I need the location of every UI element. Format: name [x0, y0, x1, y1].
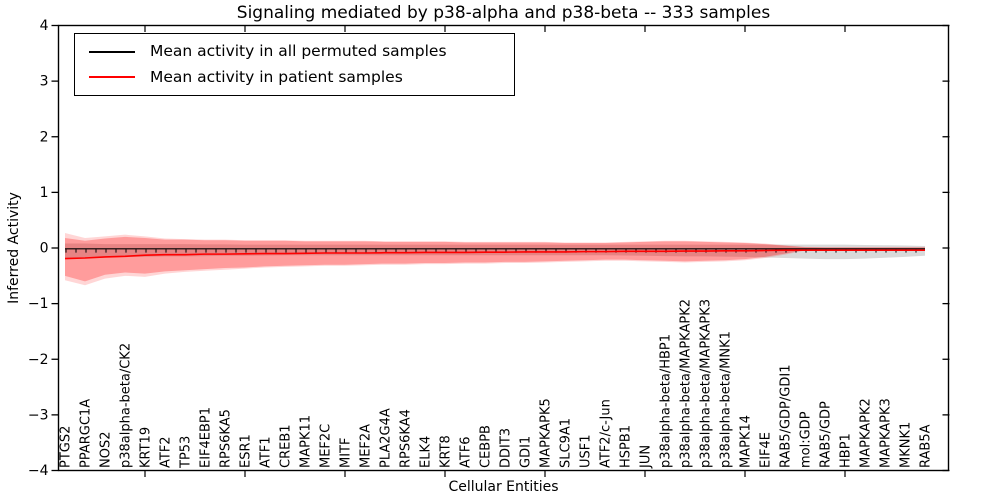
x-category-label: PLA2G4A — [379, 408, 394, 468]
x-category-label: MKNK1 — [899, 422, 914, 468]
y-tick-label: 3 — [40, 74, 49, 90]
x-category-label: TP53 — [179, 436, 194, 469]
y-tick-label: 0 — [40, 241, 49, 257]
legend-item-permuted: Mean activity in all permuted samples — [89, 42, 506, 61]
x-category-label: CEBPB — [479, 425, 494, 468]
x-category-label: DDIT3 — [499, 428, 514, 468]
legend-label-permuted: Mean activity in all permuted samples — [150, 42, 447, 61]
chart-title: Signaling mediated by p38-alpha and p38-… — [236, 3, 771, 23]
x-category-label: ESR1 — [239, 434, 254, 468]
x-category-label: p38alpha-beta/MAPKAPK3 — [699, 299, 714, 468]
x-category-label: RAB5A — [919, 424, 934, 468]
x-category-label: GDI1 — [519, 436, 534, 468]
x-category-label: EIF4EBP1 — [199, 407, 214, 468]
x-category-label: HBP1 — [839, 433, 854, 468]
x-category-label: ATF2/c-Jun — [599, 399, 614, 468]
y-tick-label: −4 — [28, 463, 49, 479]
x-category-label: MEF2A — [359, 424, 374, 468]
legend-line-sample-permuted — [89, 50, 135, 53]
patient-std-outer-band — [65, 232, 925, 286]
legend: Mean activity in all permuted samples Me… — [74, 33, 515, 96]
y-tick-label: 4 — [40, 18, 49, 34]
x-category-label: MAPKAPK5 — [539, 398, 554, 468]
x-category-label: p38alpha-beta/MAPKAPK2 — [679, 299, 694, 468]
x-category-label: MAPKAPK3 — [879, 398, 894, 468]
x-category-label: RPS6KA5 — [219, 409, 234, 468]
patient-std-band — [65, 236, 925, 282]
x-category-label: RPS6KA4 — [399, 409, 414, 468]
x-category-label: NOS2 — [99, 432, 114, 468]
legend-item-patient: Mean activity in patient samples — [89, 68, 506, 87]
x-category-label: CREB1 — [279, 424, 294, 468]
x-category-label: JUN — [639, 445, 654, 469]
x-category-label: KRT8 — [439, 435, 454, 468]
x-category-label: EIF4E — [759, 432, 774, 468]
x-category-label: SLC9A1 — [559, 418, 574, 468]
x-category-label: ATF2 — [159, 436, 174, 468]
y-tick-label: −1 — [28, 296, 49, 312]
legend-label-patient: Mean activity in patient samples — [150, 67, 403, 86]
x-category-label: p38alpha-beta/MNK1 — [719, 331, 734, 468]
y-tick-label: 2 — [40, 129, 49, 145]
permuted-std-band — [65, 243, 925, 260]
x-category-label: MAPK14 — [739, 415, 754, 468]
x-category-label: PPARGC1A — [79, 399, 94, 468]
x-category-label: MAPKAPK2 — [859, 398, 874, 468]
x-category-label: PTGS2 — [59, 426, 74, 468]
x-category-label: HSPB1 — [619, 425, 634, 468]
y-tick-label: 1 — [40, 185, 49, 201]
y-tick-label: −3 — [28, 407, 49, 423]
x-category-label: p38alpha-beta/CK2 — [119, 343, 134, 468]
y-axis-label: Inferred Activity — [6, 192, 22, 304]
x-category-label: ATF6 — [459, 436, 474, 468]
patient-mean-line — [64, 249, 925, 260]
x-category-label: KRT19 — [139, 427, 154, 468]
x-category-label: MEF2C — [319, 424, 334, 468]
x-category-label: p38alpha-beta/HBP1 — [659, 334, 674, 468]
x-category-label: RAB5/GDP/GDI1 — [779, 365, 794, 468]
x-category-label: MAPK11 — [299, 415, 314, 468]
x-category-label: MITF — [339, 438, 354, 468]
y-tick-label: −2 — [28, 352, 49, 368]
x-category-label: mol:GDP — [799, 411, 814, 468]
legend-line-sample-patient — [89, 76, 135, 79]
x-category-label: ELK4 — [419, 436, 434, 468]
x-axis-label: Cellular Entities — [448, 479, 559, 495]
x-category-label: RAB5/GDP — [819, 401, 834, 468]
x-category-label: USF1 — [579, 434, 594, 468]
x-category-label: ATF1 — [259, 436, 274, 468]
